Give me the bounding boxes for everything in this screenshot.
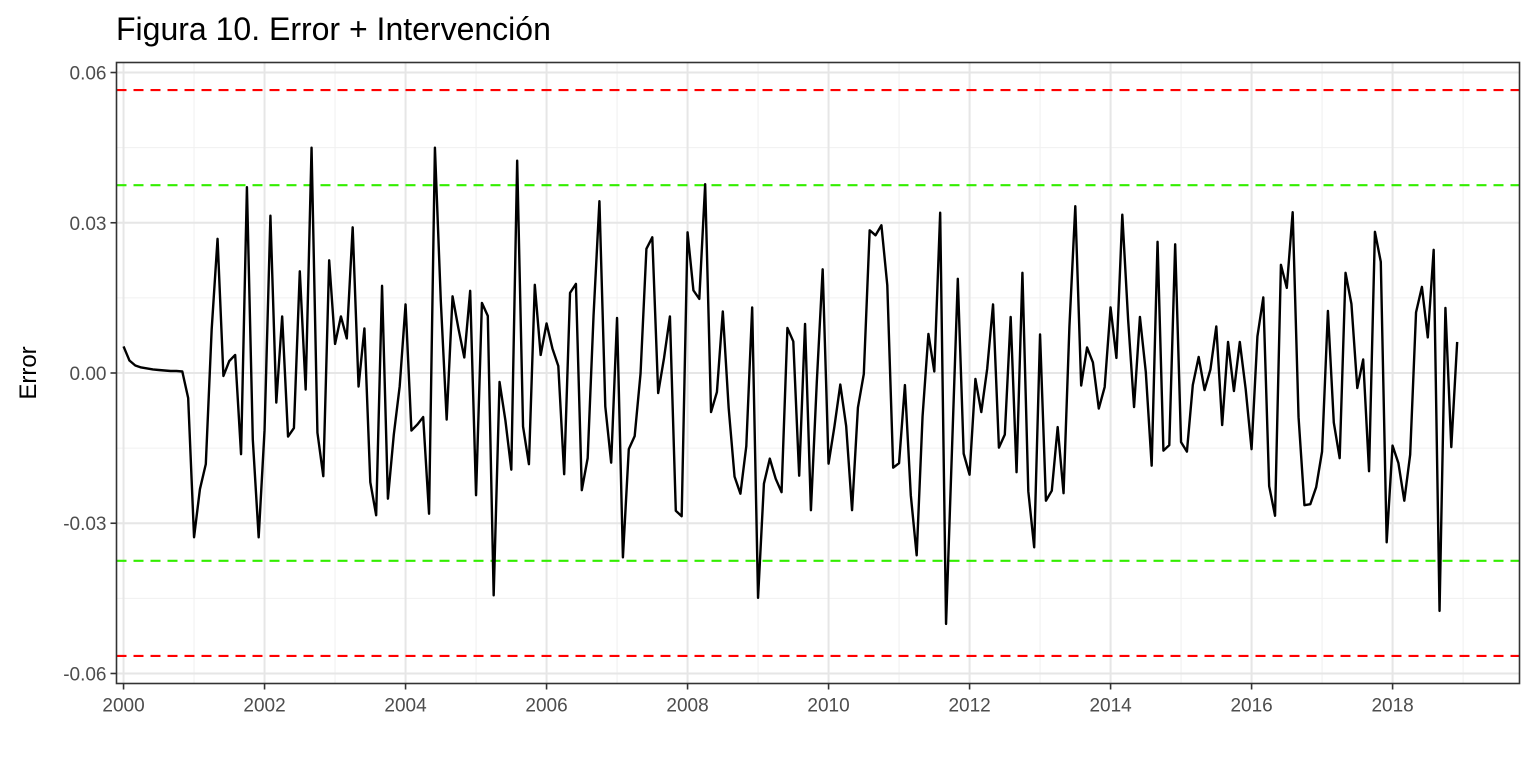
x-tick-label: 2014 bbox=[1089, 696, 1132, 717]
x-tick-label: 2002 bbox=[243, 696, 285, 717]
y-tick-label: -0.03 bbox=[63, 514, 106, 535]
reference-lines bbox=[116, 88, 1520, 658]
x-tick-label: 2008 bbox=[666, 696, 708, 717]
x-tick-label: 2006 bbox=[525, 696, 567, 717]
y-tick-label: 0.03 bbox=[70, 214, 107, 235]
y-axis: -0.06 -0.03 0.00 0.03 0.06 bbox=[63, 64, 117, 685]
x-tick-label: 2018 bbox=[1371, 696, 1413, 717]
x-tick-label: 2000 bbox=[102, 696, 144, 717]
x-tick-label: 2010 bbox=[807, 696, 849, 717]
x-tick-label: 2012 bbox=[948, 696, 990, 717]
x-tick-label: 2004 bbox=[384, 696, 427, 717]
y-tick-label: 0.06 bbox=[70, 64, 107, 85]
x-axis: 2000 2002 2004 2006 2008 2010 2012 2014 2016 2018 bbox=[102, 683, 1414, 717]
x-tick-label: 2016 bbox=[1230, 696, 1272, 717]
series-layer bbox=[122, 146, 1459, 626]
error-series-line bbox=[122, 146, 1459, 626]
y-tick-label: -0.06 bbox=[63, 664, 106, 685]
chart-title: Figura 10. Error + Intervención bbox=[116, 11, 551, 47]
y-tick-label: 0.00 bbox=[70, 364, 107, 385]
y-axis-title: Error bbox=[15, 346, 42, 399]
